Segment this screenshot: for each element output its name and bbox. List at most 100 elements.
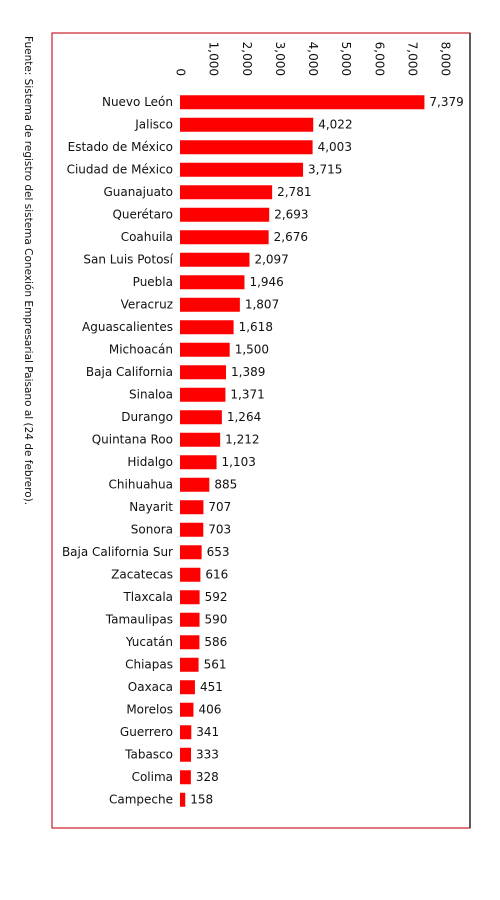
y-tick-label: Sonora [131,522,173,536]
source-note: Fuente: Sistema de registro del sistema … [22,36,34,505]
y-tick-label: Michoacán [109,342,173,356]
bar [180,140,313,155]
y-tick-label: Guerrero [120,725,173,739]
x-tick-label: 7,000 [405,42,419,76]
y-tick-label: Chihuahua [109,477,173,491]
value-label: 561 [204,657,227,671]
y-tick-label: Tamaulipas [105,612,173,626]
x-tick-label: 6,000 [372,42,386,76]
bar [180,320,234,335]
y-tick-label: Veracruz [121,297,173,311]
value-label: 7,379 [429,95,463,109]
y-tick-label: Nayarit [129,500,173,514]
bar [180,612,200,627]
y-tick-label: Campeche [109,792,173,806]
value-label: 590 [205,612,228,626]
value-label: 1,371 [230,387,264,401]
value-label: 703 [208,522,231,536]
bar [180,477,210,492]
value-label: 4,003 [318,140,352,154]
value-label: 592 [205,590,228,604]
value-label: 2,693 [274,207,308,221]
value-label: 1,807 [245,297,279,311]
y-tick-label: Estado de México [68,140,173,154]
y-tick-label: San Luis Potosí [83,252,173,266]
value-label: 586 [204,635,227,649]
x-tick-label: 3,000 [273,42,287,76]
value-label: 451 [200,680,223,694]
y-tick-label: Sinaloa [129,387,173,401]
bar [180,455,217,470]
value-label: 328 [196,770,219,784]
value-label: 4,022 [318,117,352,131]
bar [180,387,226,402]
x-tick-label: 5,000 [339,42,353,76]
y-tick-label: Durango [121,410,173,424]
x-tick-label: 4,000 [306,42,320,76]
bar [180,275,245,290]
value-label: 341 [196,725,219,739]
y-tick-label: Oaxaca [128,680,173,694]
value-label: 1,618 [239,320,273,334]
value-label: 2,097 [254,252,288,266]
bar [180,410,222,425]
value-label: 2,676 [274,230,308,244]
y-tick-label: Ciudad de México [67,162,173,176]
y-tick-label: Tlaxcala [122,590,173,604]
x-tick-label: 0 [174,68,188,76]
value-label: 707 [208,500,231,514]
y-tick-label: Hidalgo [127,455,173,469]
y-tick-label: Yucatán [125,635,173,649]
bar [180,657,199,672]
bar [180,725,192,740]
bar [180,230,269,245]
y-tick-label: Zacatecas [111,567,173,581]
x-tick-label: 8,000 [439,42,453,76]
bar [180,702,194,717]
bar [180,770,191,785]
bar [180,792,186,807]
y-tick-label: Jalisco [134,117,173,131]
value-label: 653 [207,545,230,559]
value-label: 406 [198,702,221,716]
value-label: 616 [205,567,228,581]
value-label: 1,212 [225,432,259,446]
value-label: 1,946 [249,275,283,289]
y-tick-label: Puebla [133,275,173,289]
bar [180,342,230,357]
y-tick-label: Baja California Sur [62,545,173,559]
value-label: 3,715 [308,162,342,176]
bar [180,185,273,200]
value-label: 1,103 [222,455,256,469]
value-label: 1,264 [227,410,261,424]
y-tick-label: Morelos [126,702,173,716]
value-label: 1,389 [231,365,265,379]
bar [180,500,204,515]
bar [180,95,425,110]
y-tick-label: Coahuila [121,230,173,244]
value-label: 333 [196,747,219,761]
y-tick-label: Querétaro [112,207,173,221]
bar [180,432,221,447]
y-tick-label: Colima [132,770,173,784]
x-tick-label: 1,000 [207,42,221,76]
bar [180,162,304,177]
value-label: 1,500 [235,342,269,356]
value-label: 158 [190,792,213,806]
bar [180,207,270,222]
y-tick-label: Tabasco [124,747,173,761]
y-tick-label: Baja California [86,365,173,379]
bar [180,545,202,560]
bar [180,747,192,762]
value-label: 2,781 [277,185,311,199]
bar [180,252,250,267]
y-tick-label: Nuevo León [102,95,173,109]
value-label: 885 [214,477,237,491]
x-tick-label: 2,000 [240,42,254,76]
bar [180,567,201,582]
y-tick-label: Chiapas [125,657,173,671]
bar [180,365,227,380]
bar [180,522,204,537]
bar [180,590,200,605]
